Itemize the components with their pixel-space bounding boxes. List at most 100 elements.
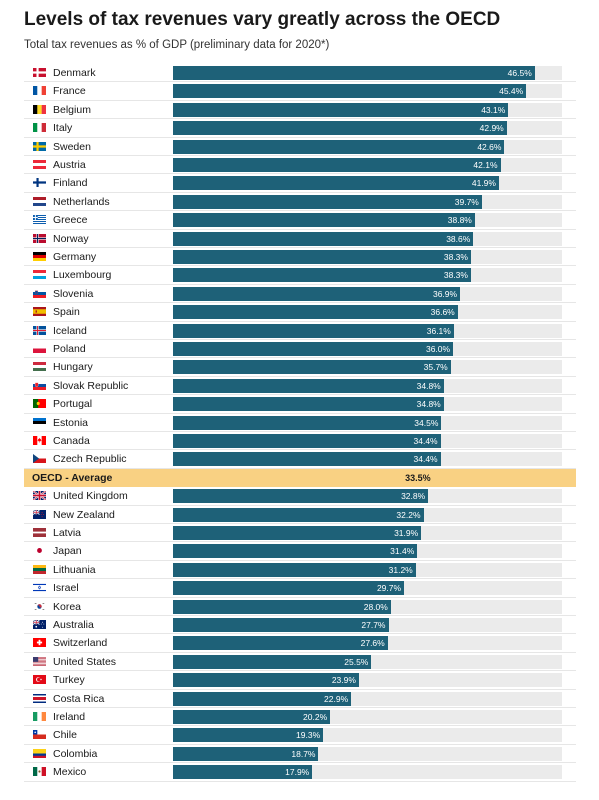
bar (173, 728, 324, 743)
category-label: United Kingdom (53, 490, 128, 503)
value-label: 45.4% (499, 86, 524, 97)
value-label: 20.2% (303, 712, 328, 722)
category-label: Ireland (53, 711, 86, 723)
bar (173, 323, 454, 338)
chart-subtitle: Total tax revenues as % of GDP (prelimin… (24, 39, 330, 51)
mexico-flag-icon (33, 767, 46, 777)
category-label: Latvia (53, 527, 82, 539)
bar (173, 268, 471, 283)
bar (173, 102, 509, 117)
united-states-flag-icon (33, 656, 46, 666)
chart-row: Italy 42.9% (24, 119, 576, 138)
switzerland-flag-icon (33, 638, 46, 648)
category-label: Belgium (53, 103, 91, 116)
value-label: 33.5% (405, 472, 431, 483)
bar (173, 194, 482, 209)
costa-rica-flag-icon (33, 693, 46, 703)
bar (173, 305, 458, 320)
value-label: 17.9% (285, 767, 310, 778)
category-label: United States (53, 655, 117, 668)
portugal-flag-icon (33, 399, 46, 409)
value-label: 36.9% (432, 288, 458, 299)
bar (173, 489, 429, 504)
bar (173, 636, 388, 651)
bar (173, 673, 359, 688)
value-label: 36.1% (426, 325, 451, 336)
value-label: 46.5% (507, 68, 532, 78)
lithuania-flag-icon (33, 564, 46, 574)
denmark-flag-icon (33, 68, 46, 77)
belgium-flag-icon (33, 104, 46, 114)
category-label: Israel (53, 582, 79, 595)
category-label: Finland (53, 177, 88, 190)
chart-row: Lithuania 31.2% (24, 561, 576, 580)
bar (173, 231, 474, 246)
category-label: Canada (53, 435, 90, 447)
category-label: Poland (53, 343, 86, 355)
norway-flag-icon (33, 233, 46, 243)
iceland-flag-icon (33, 325, 46, 335)
chart-row: Estonia 34.5% (24, 414, 576, 432)
category-label: Japan (53, 545, 82, 558)
value-label: 22.9% (324, 693, 349, 704)
category-label: Portugal (53, 398, 93, 411)
bar (173, 415, 442, 430)
value-label: 32.8% (401, 491, 426, 502)
value-label: 31.4% (390, 546, 415, 557)
new-zealand-flag-icon (33, 509, 46, 519)
category-label: OECD - Average (32, 471, 113, 484)
poland-flag-icon (33, 344, 46, 353)
chart-row: Poland 36.0% (24, 340, 576, 359)
value-label: 34.8% (416, 380, 441, 391)
slovakia-flag-icon (33, 380, 46, 390)
category-label: Korea (53, 600, 82, 613)
hungary-flag-icon (33, 362, 46, 372)
category-label: Norway (53, 232, 89, 245)
value-label: 36.6% (430, 307, 455, 318)
bar (173, 176, 499, 191)
bar (173, 599, 391, 614)
colombia-flag-icon (33, 748, 46, 758)
chart-row: Mexico 17.9% (24, 763, 576, 782)
chart-row: Sweden 42.6% (24, 138, 576, 156)
bar (173, 250, 471, 264)
chart-row: Luxembourg 38.3% (24, 266, 576, 285)
bar (173, 342, 454, 356)
chart-row: Spain 36.6% (24, 303, 576, 322)
chart-row: Ireland 20.2% (24, 708, 576, 727)
category-label: Switzerland (53, 637, 108, 650)
bar (173, 158, 501, 172)
category-label: Turkey (53, 674, 85, 687)
category-label: Germany (53, 251, 97, 263)
chart-row: Norway 38.6% (24, 230, 576, 248)
value-label: 41.9% (471, 178, 496, 189)
chart-row: Hungary 35.7% (24, 358, 576, 377)
chart-row: Germany 38.3% (24, 248, 576, 267)
united-kingdom-flag-icon (33, 491, 46, 501)
bar (173, 378, 444, 393)
bar (173, 581, 405, 596)
estonia-flag-icon (33, 417, 46, 427)
bar (173, 434, 441, 448)
bar (173, 66, 535, 80)
france-flag-icon (33, 86, 46, 96)
chart-row: Czech Republic 34.4% (24, 450, 576, 469)
bar (173, 710, 331, 724)
austria-flag-icon (33, 160, 46, 169)
category-label: Denmark (53, 67, 96, 79)
category-label: Luxembourg (53, 269, 112, 282)
category-label: Hungary (53, 361, 93, 374)
bar (173, 618, 389, 632)
value-label: 34.5% (414, 417, 439, 428)
chart-row: Greece 38.8% (24, 211, 576, 230)
category-label: Australia (53, 619, 94, 631)
chart-row: Belgium 43.1% (24, 101, 576, 120)
chart-row: Austria 42.1% (24, 156, 576, 175)
chart-row: New Zealand 32.2% (24, 506, 576, 524)
category-label: Costa Rica (53, 692, 105, 705)
bar (173, 286, 461, 301)
value-label: 38.3% (443, 252, 468, 262)
luxembourg-flag-icon (33, 270, 46, 280)
bar (173, 84, 527, 99)
category-label: Slovak Republic (53, 379, 129, 392)
